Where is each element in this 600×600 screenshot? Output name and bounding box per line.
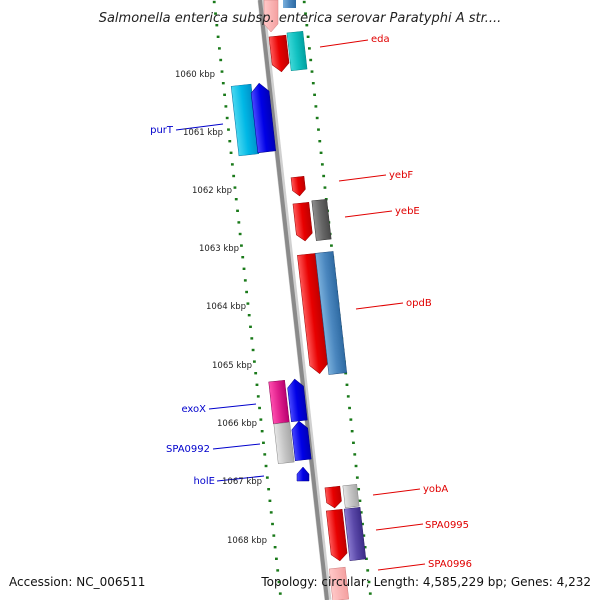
scale-label: 1064 kbp <box>206 302 246 312</box>
scale-label: 1066 kbp <box>217 419 257 429</box>
gene-label-yobA[interactable]: yobA <box>423 484 448 495</box>
gene-label-yebF[interactable]: yebF <box>389 170 413 181</box>
gene-exoX[interactable] <box>268 379 290 425</box>
gene-yebF[interactable] <box>290 175 306 197</box>
gene-partial-top-pink[interactable] <box>263 0 279 33</box>
gene-eda-neighbor[interactable] <box>286 30 308 72</box>
gene-label-SPA0995[interactable]: SPA0995 <box>425 520 469 531</box>
gene-exoX-neighbor[interactable] <box>287 378 308 423</box>
gene-SPA0995[interactable] <box>343 506 367 562</box>
gene-label-eda[interactable]: eda <box>371 34 390 45</box>
label-leaders <box>175 39 426 571</box>
map-title: Salmonella enterica subsp. enterica sero… <box>99 11 502 26</box>
gene-label-opdB[interactable]: opdB <box>406 298 432 309</box>
gene-yobA-left[interactable] <box>324 485 342 509</box>
scale-label: 1067 kbp <box>222 477 262 487</box>
gene-label-SPA0996[interactable]: SPA0996 <box>428 559 472 570</box>
gene-SPA0995-left[interactable] <box>325 508 348 562</box>
scale-labels: 1060 kbp 1061 kbp 1062 kbp 1063 kbp 1064… <box>175 70 267 546</box>
backbone <box>257 0 332 600</box>
scale-label: 1062 kbp <box>192 186 232 196</box>
gene-label-exoX[interactable]: exoX <box>181 404 206 415</box>
gene-label-holE[interactable]: holE <box>193 476 215 487</box>
gene-labels-left: purT exoX SPA0992 holE <box>150 125 215 487</box>
gene-opdB-left[interactable] <box>297 253 328 374</box>
gene-holE[interactable] <box>296 466 310 482</box>
scale-label: 1068 kbp <box>227 536 267 546</box>
gene-labels-right: eda yebF yebE opdB yobA SPA0995 SPA0996 <box>371 34 472 570</box>
gene-opdB[interactable] <box>314 251 348 375</box>
gene-eda[interactable] <box>268 34 290 73</box>
gene-label-SPA0992[interactable]: SPA0992 <box>166 444 210 455</box>
accession-text: Accession: NC_006511 <box>9 575 145 589</box>
gene-partial-top-steel[interactable] <box>283 0 296 8</box>
gene-SPA0992-neighbor[interactable] <box>291 420 312 462</box>
gene-yebE-neighbor[interactable] <box>311 198 332 241</box>
scale-label: 1065 kbp <box>212 361 252 371</box>
gene-label-yebE[interactable]: yebE <box>395 206 420 217</box>
scale-label: 1063 kbp <box>199 244 239 254</box>
topology-text: Topology: circular; Length: 4,585,229 bp… <box>260 575 591 589</box>
gene-purT-neighbor[interactable] <box>250 82 277 154</box>
scale-label: 1060 kbp <box>175 70 215 80</box>
gene-SPA0992[interactable] <box>273 421 295 465</box>
gene-yobA[interactable] <box>342 484 360 508</box>
gene-yebE[interactable] <box>292 201 313 242</box>
scale-label: 1061 kbp <box>183 128 223 138</box>
gene-label-purT[interactable]: purT <box>150 125 174 136</box>
gene-features <box>230 0 367 600</box>
